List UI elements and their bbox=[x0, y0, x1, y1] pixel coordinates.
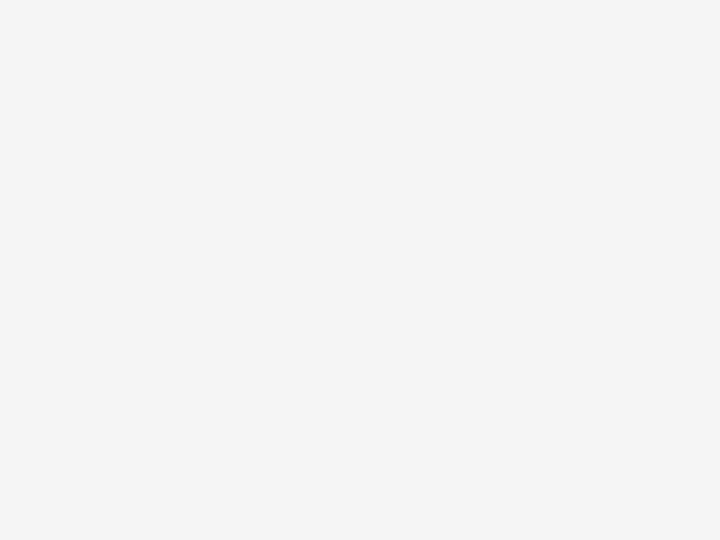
Text: the left of the terminals in the circuit shown.  Then find I.: the left of the terminals in the circuit… bbox=[27, 121, 561, 136]
Text: TH: TH bbox=[173, 429, 188, 438]
Text: 3)  Finally, find: 3) Finally, find bbox=[27, 529, 144, 540]
Text: VₚTh = 6 V,  RₚTh = 3 Ω,  i = 1.5 A.: VₚTh = 6 V, RₚTh = 3 Ω, i = 1.5 A. bbox=[201, 333, 423, 346]
Text: and draw  Thevenin equivalent circuit: and draw Thevenin equivalent circuit bbox=[240, 529, 534, 540]
Text: by turning off voltage & current source: by turning off voltage & current source bbox=[197, 429, 501, 443]
Text: 1)  Find R: 1) Find R bbox=[27, 429, 99, 443]
Text: i: i bbox=[485, 175, 489, 188]
Text: 2)  Find V: 2) Find V bbox=[27, 479, 99, 494]
Text: Answer:: Answer: bbox=[107, 333, 159, 346]
Text: a: a bbox=[408, 143, 416, 156]
Text: by using source transformation (voltage divider): by using source transformation (voltage … bbox=[197, 479, 573, 494]
Text: Hints:: Hints: bbox=[27, 378, 83, 396]
Text: 2 A: 2 A bbox=[294, 210, 314, 224]
Text: Exercise:  Using Thevenin’s theorem, find the equivalent circuit to: Exercise: Using Thevenin’s theorem, find… bbox=[27, 91, 613, 106]
Text: 1 Ω: 1 Ω bbox=[483, 210, 504, 224]
Text: +: + bbox=[107, 210, 120, 224]
Circle shape bbox=[396, 163, 407, 171]
Circle shape bbox=[396, 263, 407, 271]
Text: b: b bbox=[408, 287, 416, 300]
Text: 12 V: 12 V bbox=[47, 210, 73, 224]
Text: i: i bbox=[226, 529, 230, 540]
Text: 6 Ω: 6 Ω bbox=[204, 139, 224, 148]
Text: TH: TH bbox=[173, 479, 188, 489]
Text: 6 Ω: 6 Ω bbox=[328, 139, 348, 148]
Circle shape bbox=[81, 192, 148, 242]
Text: THEVENIN’S THEOREM: THEVENIN’S THEOREM bbox=[27, 35, 412, 64]
Text: 4 Ω: 4 Ω bbox=[378, 210, 399, 224]
Circle shape bbox=[248, 192, 315, 242]
